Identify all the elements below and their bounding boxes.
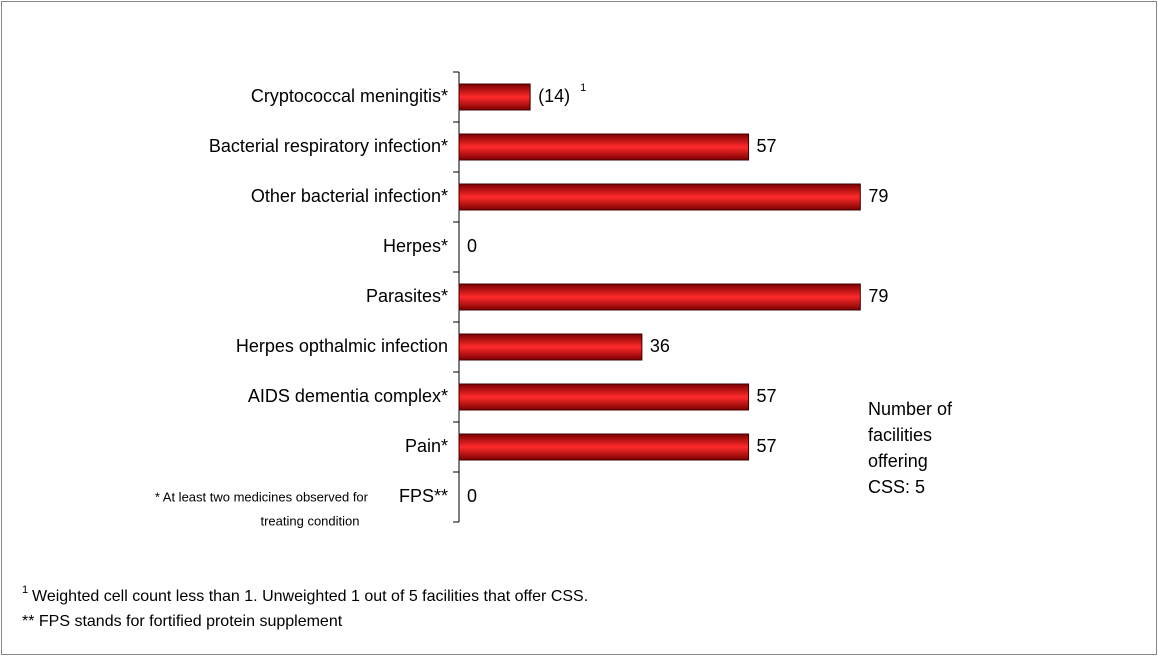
bar: [458, 433, 750, 461]
side-note: Number of: [868, 399, 953, 419]
category-label: Pain*: [405, 436, 448, 456]
category-note: treating condition: [260, 513, 359, 528]
bar-annotation: 1: [580, 82, 586, 94]
footnote: Weighted cell count less than 1. Unweigh…: [32, 588, 588, 605]
category-label: Other bacterial infection*: [251, 186, 448, 206]
category-label: Herpes*: [383, 236, 448, 256]
side-note: offering: [868, 451, 928, 471]
category-label: Herpes opthalmic infection: [236, 336, 448, 356]
side-note: facilities: [868, 425, 932, 445]
category-label: Parasites*: [366, 286, 448, 306]
value-label: 57: [757, 386, 777, 406]
value-label: 79: [868, 186, 888, 206]
bar: [458, 333, 643, 361]
value-label: 57: [757, 136, 777, 156]
category-note: * At least two medicines observed for: [155, 489, 369, 504]
category-label: FPS**: [399, 486, 448, 506]
value-label: (14): [538, 86, 570, 106]
bar: [458, 383, 750, 411]
category-label: Bacterial respiratory infection*: [209, 136, 448, 156]
bar: [458, 133, 750, 161]
value-label: 36: [650, 336, 670, 356]
bar: [458, 283, 861, 311]
category-label: Cryptococcal meningitis*: [251, 86, 448, 106]
value-label: 79: [868, 286, 888, 306]
category-label: AIDS dementia complex*: [248, 386, 448, 406]
value-label: 0: [467, 486, 477, 506]
bar: [458, 83, 531, 111]
side-note: CSS: 5: [868, 477, 925, 497]
footnote: ** FPS stands for fortified protein supp…: [22, 613, 343, 630]
bar: [458, 183, 861, 211]
footnote-mark: 1: [22, 584, 28, 596]
value-label: 0: [467, 236, 477, 256]
value-label: 57: [757, 436, 777, 456]
